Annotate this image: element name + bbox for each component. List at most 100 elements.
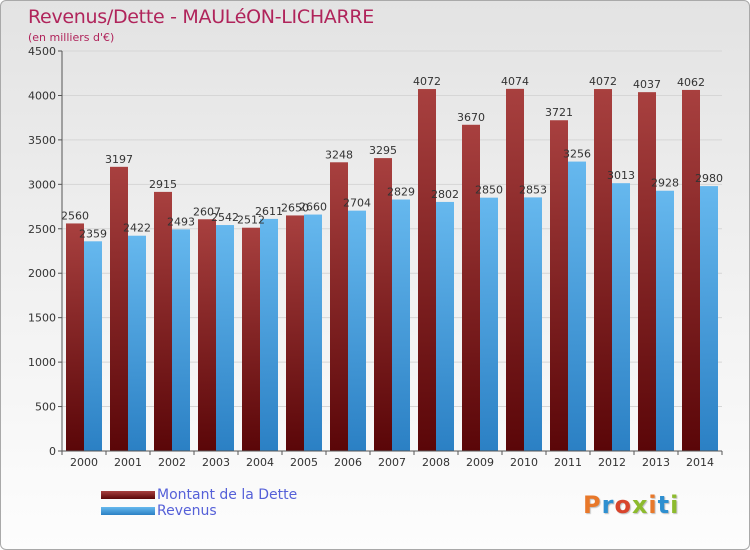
chart-subtitle: (en milliers d'€) xyxy=(28,31,115,44)
value-label-debt: 2560 xyxy=(61,209,89,222)
y-tick-label: 1500 xyxy=(28,312,56,325)
x-tick-label: 2001 xyxy=(114,456,142,469)
bar-debt xyxy=(286,215,304,451)
y-tick-label: 4000 xyxy=(28,89,56,102)
bar-debt xyxy=(154,191,172,451)
value-label-revenue: 2493 xyxy=(167,215,195,228)
bar-debt xyxy=(550,120,568,451)
x-tick-label: 2008 xyxy=(422,456,450,469)
value-label-revenue: 2853 xyxy=(519,183,547,196)
value-label-revenue: 3013 xyxy=(607,169,635,182)
logo-letter: r xyxy=(601,491,615,519)
bar-revenue xyxy=(436,201,454,451)
bar-debt xyxy=(506,88,524,451)
x-tick-label: 2011 xyxy=(554,456,582,469)
bar-revenue xyxy=(128,235,146,451)
bars xyxy=(66,88,718,452)
x-tick-label: 2013 xyxy=(642,456,670,469)
logo-letter: P xyxy=(583,491,602,519)
bar-revenue xyxy=(656,190,674,451)
x-tick-label: 2003 xyxy=(202,456,230,469)
y-tick-label: 4500 xyxy=(28,45,56,58)
value-label-revenue: 2704 xyxy=(343,197,371,210)
bar-revenue xyxy=(568,161,586,452)
chart-title: Revenus/Dette - MAULéON-LICHARRE xyxy=(28,6,375,28)
bar-revenue xyxy=(260,218,278,451)
value-label-revenue: 2542 xyxy=(211,211,239,224)
value-label-debt: 4037 xyxy=(633,78,661,91)
y-tick-label: 1000 xyxy=(28,356,56,369)
y-tick-label: 500 xyxy=(35,401,56,414)
value-label-debt: 4072 xyxy=(589,75,617,88)
value-label-revenue: 2611 xyxy=(255,205,283,218)
value-label-debt: 4072 xyxy=(413,75,441,88)
y-tick-label: 3000 xyxy=(28,178,56,191)
bar-revenue xyxy=(480,197,498,451)
legend-item-revenue: Revenus xyxy=(101,503,297,519)
value-label-revenue: 2829 xyxy=(387,186,415,199)
value-labels: 2560 2359 3197 2422 2915 24932607254225122611… xyxy=(61,75,723,240)
value-label-debt: 2607 xyxy=(193,205,221,218)
value-label-debt: 3295 xyxy=(369,144,397,157)
x-tick-label: 2000 xyxy=(70,456,98,469)
bar-revenue xyxy=(700,186,718,451)
bar-debt xyxy=(682,89,700,451)
legend-item-debt: Montant de la Dette xyxy=(101,487,297,503)
bar-debt xyxy=(66,223,84,451)
x-tick-label: 2006 xyxy=(334,456,362,469)
bar-revenue xyxy=(84,241,102,451)
bar-revenue xyxy=(304,214,322,451)
value-label-revenue: 2928 xyxy=(651,177,679,190)
bar-revenue xyxy=(172,229,190,451)
logo-letter: x xyxy=(631,491,649,519)
x-tick-label: 2007 xyxy=(378,456,406,469)
y-tick-label: 3500 xyxy=(28,134,56,147)
bar-debt xyxy=(198,219,216,451)
bar-debt xyxy=(594,89,612,452)
legend-swatch-revenue xyxy=(101,507,155,515)
value-label-revenue: 3256 xyxy=(563,148,591,161)
bar-debt xyxy=(638,92,656,452)
legend-label-revenue: Revenus xyxy=(157,503,217,519)
bar-debt xyxy=(374,158,392,451)
value-label-debt: 4062 xyxy=(677,76,705,89)
value-label-debt: 2512 xyxy=(237,214,265,227)
value-label-debt: 3197 xyxy=(105,153,133,166)
value-label-revenue: 2850 xyxy=(475,184,503,197)
bar-debt xyxy=(418,89,436,452)
value-label-revenue: 2359 xyxy=(79,227,107,240)
bar-revenue xyxy=(612,183,630,451)
y-axis-ticks: 0 500 1000 1500 2000 2500 3000 3500 4000 4500 xyxy=(28,45,62,458)
value-label-debt: 3721 xyxy=(545,106,573,119)
value-label-revenue: 2422 xyxy=(123,222,151,235)
legend: Montant de la Dette Revenus xyxy=(101,487,297,519)
proxiti-logo: Proxiti xyxy=(583,491,679,519)
value-label-revenue: 2980 xyxy=(695,172,723,185)
bar-debt xyxy=(330,162,348,452)
x-tick-label: 2012 xyxy=(598,456,626,469)
bar-revenue xyxy=(392,199,410,451)
value-label-revenue: 2802 xyxy=(431,188,459,201)
x-tick-label: 2014 xyxy=(686,456,714,469)
value-label-debt: 2915 xyxy=(149,178,177,191)
logo-letter: t xyxy=(657,491,671,519)
value-label-debt: 3670 xyxy=(457,111,485,124)
bar-revenue xyxy=(524,197,542,451)
value-label-debt: 3248 xyxy=(325,148,353,161)
x-axis-ticks: 2000 2001 2002 2003 2004 2005 2006 2007 2008 2009… xyxy=(61,451,723,469)
y-tick-label: 0 xyxy=(49,445,56,458)
logo-letter: o xyxy=(614,491,632,519)
bar-debt xyxy=(242,227,260,451)
value-label-revenue: 2660 xyxy=(299,201,327,214)
legend-swatch-debt xyxy=(101,491,155,499)
x-tick-label: 2009 xyxy=(466,456,494,469)
y-tick-label: 2500 xyxy=(28,223,56,236)
y-tick-label: 2000 xyxy=(28,267,56,280)
bar-revenue xyxy=(216,225,234,451)
legend-label-debt: Montant de la Dette xyxy=(157,487,298,503)
bar-debt xyxy=(462,124,480,452)
x-tick-label: 2004 xyxy=(246,456,274,469)
x-tick-label: 2002 xyxy=(158,456,186,469)
